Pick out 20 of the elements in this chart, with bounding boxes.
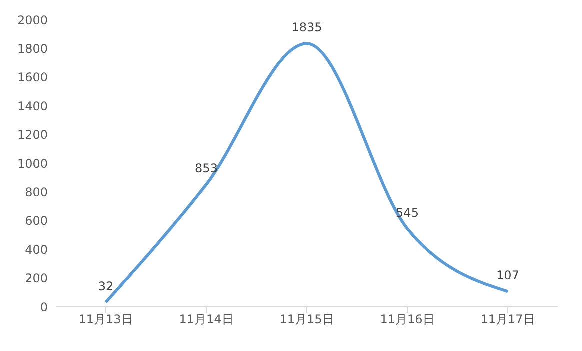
x-tick-label: 11月13日: [78, 312, 134, 327]
x-tick-label: 11月15日: [280, 312, 334, 327]
y-tick-label: 200: [25, 272, 48, 286]
data-label: 107: [496, 268, 520, 283]
data-label: 1835: [292, 20, 322, 35]
y-tick-label: 1400: [17, 99, 48, 114]
y-tick-label: 600: [25, 214, 48, 228]
y-tick-label: 400: [25, 242, 48, 257]
y-tick-label: 2000: [17, 13, 48, 28]
x-tick-label: 11月14日: [179, 312, 234, 327]
y-tick-label: 1000: [17, 156, 48, 171]
data-label: 32: [98, 279, 114, 294]
y-tick-label: 1200: [17, 128, 48, 142]
y-tick-label: 0: [40, 300, 48, 314]
y-tick-label: 1600: [17, 70, 48, 85]
data-label: 853: [195, 162, 218, 176]
x-tick-label: 11月16日: [380, 312, 435, 327]
x-tick-label: 11月17日: [480, 312, 536, 327]
y-tick-label: 800: [25, 185, 48, 200]
y-tick-label: 1800: [17, 42, 48, 56]
